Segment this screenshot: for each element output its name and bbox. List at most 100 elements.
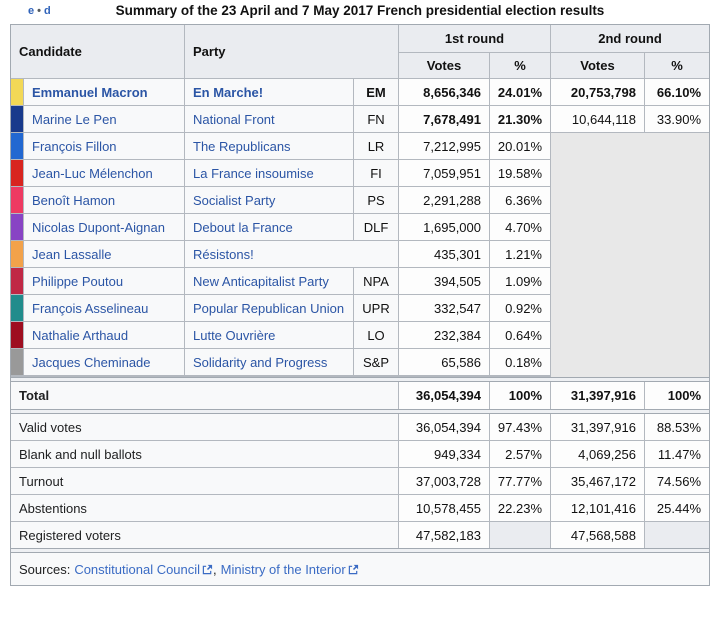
stat-round1-percent: 2.57% xyxy=(490,441,550,467)
section-divider xyxy=(11,548,709,553)
total-round1-votes: 36,054,394 xyxy=(399,382,489,409)
stat-round2-percent: 11.47% xyxy=(645,441,709,467)
stat-round1-percent: 97.43% xyxy=(490,414,550,440)
stat-round1-percent: 22.23% xyxy=(490,495,550,521)
round1-votes: 1,695,000 xyxy=(399,214,489,240)
candidate-link[interactable]: Jean Lassalle xyxy=(24,241,184,267)
stat-label: Abstentions xyxy=(11,495,398,521)
party-link[interactable]: Socialist Party xyxy=(185,187,353,213)
link-separator-dot: • xyxy=(37,5,41,17)
round1-votes: 435,301 xyxy=(399,241,489,267)
round1-votes: 65,586 xyxy=(399,349,489,375)
party-abbreviation: UPR xyxy=(354,295,398,321)
round2-votes-header: Votes xyxy=(551,53,644,78)
section-divider xyxy=(11,377,709,382)
party-abbreviation: LO xyxy=(354,322,398,348)
candidate-link[interactable]: François Fillon xyxy=(24,133,184,159)
stat-label: Registered voters xyxy=(11,522,398,548)
round1-percent: 1.09% xyxy=(490,268,550,294)
party-abbreviation: DLF xyxy=(354,214,398,240)
source-link-constitutional-council[interactable]: Constitutional Council xyxy=(74,561,201,577)
total-label: Total xyxy=(11,382,398,409)
party-abbreviation: LR xyxy=(354,133,398,159)
round1-percent: 0.92% xyxy=(490,295,550,321)
party-link[interactable]: Solidarity and Progress xyxy=(185,349,353,375)
stat-round2-percent xyxy=(645,522,709,548)
round2-votes: 10,644,118 xyxy=(551,106,644,132)
party-color-swatch xyxy=(11,268,23,294)
party-abbreviation: PS xyxy=(354,187,398,213)
party-color-swatch xyxy=(11,187,23,213)
candidate-link[interactable]: Benoît Hamon xyxy=(24,187,184,213)
stat-round2-votes: 12,101,416 xyxy=(551,495,644,521)
candidate-link[interactable]: Philippe Poutou xyxy=(24,268,184,294)
round1-votes: 7,059,951 xyxy=(399,160,489,186)
candidate-link[interactable]: Nathalie Arthaud xyxy=(24,322,184,348)
ballot-statistics-section: Valid votes 36,054,394 97.43% 31,397,916 88.… xyxy=(11,414,709,548)
round1-votes: 332,547 xyxy=(399,295,489,321)
round1-percent: 19.58% xyxy=(490,160,550,186)
party-color-swatch xyxy=(11,295,23,321)
view-template-link[interactable]: e xyxy=(28,5,35,17)
round1-votes: 232,384 xyxy=(399,322,489,348)
stat-label: Valid votes xyxy=(11,414,398,440)
round1-group-header: 1st round xyxy=(399,25,550,52)
party-link[interactable]: Résistons! xyxy=(185,241,398,267)
round1-percent-header: % xyxy=(490,53,550,78)
candidate-link[interactable]: Emmanuel Macron xyxy=(24,79,184,105)
round2-percent-header: % xyxy=(645,53,709,78)
stat-round1-votes: 10,578,455 xyxy=(399,495,489,521)
stat-round1-percent: 77.77% xyxy=(490,468,550,494)
round1-percent: 6.36% xyxy=(490,187,550,213)
party-link[interactable]: New Anticapitalist Party xyxy=(185,268,353,294)
party-abbreviation: NPA xyxy=(354,268,398,294)
source-link-ministry-of-the-interior[interactable]: Ministry of the Interior xyxy=(220,561,346,577)
party-color-swatch xyxy=(11,160,23,186)
party-abbreviation: S&P xyxy=(354,349,398,375)
round1-votes: 7,212,995 xyxy=(399,133,489,159)
round2-votes: 20,753,798 xyxy=(551,79,644,105)
party-link[interactable]: National Front xyxy=(185,106,353,132)
candidate-column-header: Candidate xyxy=(11,25,184,78)
stat-round1-votes: 37,003,728 xyxy=(399,468,489,494)
candidate-link[interactable]: Marine Le Pen xyxy=(24,106,184,132)
party-column-header: Party xyxy=(185,25,398,78)
party-link[interactable]: La France insoumise xyxy=(185,160,353,186)
sources-row: Sources: Constitutional Council, Ministr… xyxy=(11,553,709,585)
total-row: Total 36,054,394 100% 31,397,916 100% xyxy=(11,382,709,409)
round1-votes: 8,656,346 xyxy=(399,79,489,105)
page-title: Summary of the 23 April and 7 May 2017 F… xyxy=(115,3,605,18)
candidates-section: Candidate Party 1st round 2nd round Vote… xyxy=(11,25,709,377)
external-link-icon xyxy=(202,564,213,574)
round1-percent: 20.01% xyxy=(490,133,550,159)
party-abbreviation: EM xyxy=(354,79,398,105)
round2-percent: 33.90% xyxy=(645,106,709,132)
total-round2-percent: 100% xyxy=(645,382,709,409)
party-link[interactable]: The Republicans xyxy=(185,133,353,159)
round2-group-header: 2nd round xyxy=(551,25,709,52)
total-round2-votes: 31,397,916 xyxy=(551,382,644,409)
round1-percent: 0.18% xyxy=(490,349,550,375)
stat-label: Blank and null ballots xyxy=(11,441,398,467)
round2-percent: 66.10% xyxy=(645,79,709,105)
stat-round2-percent: 25.44% xyxy=(645,495,709,521)
discuss-template-link[interactable]: d xyxy=(43,5,51,17)
stat-round2-percent: 88.53% xyxy=(645,414,709,440)
candidate-link[interactable]: Jean-Luc Mélenchon xyxy=(24,160,184,186)
candidate-link[interactable]: Jacques Cheminade xyxy=(24,349,184,375)
party-link[interactable]: Lutte Ouvrière xyxy=(185,322,353,348)
candidate-link[interactable]: Nicolas Dupont-Aignan xyxy=(24,214,184,240)
party-abbreviation: FI xyxy=(354,160,398,186)
second-round-empty-area xyxy=(551,133,709,377)
round1-percent: 24.01% xyxy=(490,79,550,105)
party-abbreviation: FN xyxy=(354,106,398,132)
round1-percent: 1.21% xyxy=(490,241,550,267)
party-link[interactable]: Debout la France xyxy=(185,214,353,240)
round1-votes-header: Votes xyxy=(399,53,489,78)
stat-round1-votes: 47,582,183 xyxy=(399,522,489,548)
party-link[interactable]: En Marche! xyxy=(185,79,353,105)
party-link[interactable]: Popular Republican Union xyxy=(185,295,353,321)
round1-percent: 4.70% xyxy=(490,214,550,240)
candidate-link[interactable]: François Asselineau xyxy=(24,295,184,321)
